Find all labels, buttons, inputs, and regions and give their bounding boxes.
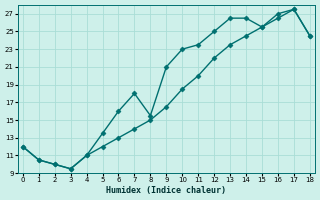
X-axis label: Humidex (Indice chaleur): Humidex (Indice chaleur) (106, 186, 226, 195)
